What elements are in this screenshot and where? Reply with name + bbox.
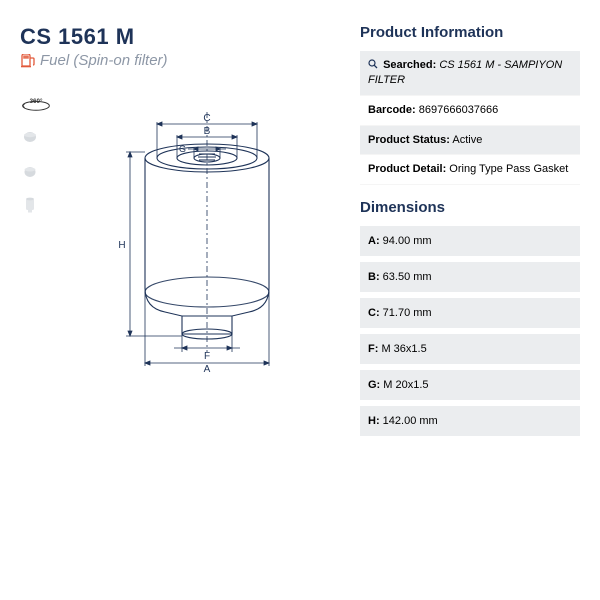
product-code: CS 1561 M	[20, 24, 344, 50]
info-row-detail: Product Detail: Oring Type Pass Gasket	[360, 155, 580, 185]
status-value: Active	[452, 134, 482, 146]
thumbnail-1[interactable]	[20, 127, 40, 147]
dimension-row: B: 63.50 mm	[360, 262, 580, 292]
dim-label-a: A	[204, 364, 211, 372]
technical-diagram: C B G H	[92, 112, 322, 372]
barcode-label: Barcode:	[368, 104, 416, 116]
dim-label-c: C	[203, 113, 210, 124]
thumbnail-2[interactable]	[20, 161, 40, 181]
dimensions-list: A: 94.00 mm B: 63.50 mm C: 71.70 mm F: M 36…	[360, 226, 580, 442]
detail-value: Oring Type Pass Gasket	[449, 163, 568, 175]
searched-label: Searched:	[383, 59, 436, 71]
dimension-label: G:	[368, 379, 383, 391]
dimension-row: H: 142.00 mm	[360, 406, 580, 436]
dim-label-h: H	[118, 240, 125, 251]
barcode-value: 8697666037666	[419, 104, 499, 116]
dimension-label: A:	[368, 235, 383, 247]
thumbnail-3[interactable]	[20, 195, 40, 215]
dimension-label: F:	[368, 343, 381, 355]
rotate-360-icon[interactable]: 360°	[20, 93, 52, 115]
info-row-barcode: Barcode: 8697666037666	[360, 96, 580, 126]
dimension-value: M 20x1.5	[383, 379, 428, 391]
dimension-value: 94.00 mm	[383, 235, 432, 247]
dimension-row: C: 71.70 mm	[360, 298, 580, 328]
product-subtitle-text: Fuel (Spin-on filter)	[40, 52, 168, 69]
dimension-label: B:	[368, 271, 383, 283]
dim-label-g: G	[179, 144, 186, 154]
dim-label-b: B	[204, 126, 211, 137]
fuel-pump-icon	[20, 54, 36, 68]
detail-label: Product Detail:	[368, 163, 446, 175]
info-section-title: Product Information	[360, 24, 580, 41]
info-row-searched: Searched: CS 1561 M - SAMPIYON FILTER	[360, 51, 580, 96]
dimensions-section-title: Dimensions	[360, 199, 580, 216]
info-row-status: Product Status: Active	[360, 126, 580, 156]
dimension-label: H:	[368, 415, 383, 427]
dimension-row: F: M 36x1.5	[360, 334, 580, 364]
dimension-value: 63.50 mm	[383, 271, 432, 283]
dimension-row: G: M 20x1.5	[360, 370, 580, 400]
search-icon	[368, 59, 378, 69]
dimension-value: M 36x1.5	[381, 343, 426, 355]
product-subtitle: Fuel (Spin-on filter)	[20, 52, 344, 69]
status-label: Product Status:	[368, 134, 450, 146]
left-column: CS 1561 M Fuel (Spin-on filter) 360°	[20, 24, 344, 576]
dimension-value: 142.00 mm	[383, 415, 438, 427]
dimension-row: A: 94.00 mm	[360, 226, 580, 256]
right-column: Product Information Searched: CS 1561 M …	[360, 24, 580, 576]
svg-text:360°: 360°	[30, 98, 43, 105]
dimension-label: C:	[368, 307, 383, 319]
dimension-value: 71.70 mm	[383, 307, 432, 319]
dim-label-f: F	[204, 351, 210, 362]
